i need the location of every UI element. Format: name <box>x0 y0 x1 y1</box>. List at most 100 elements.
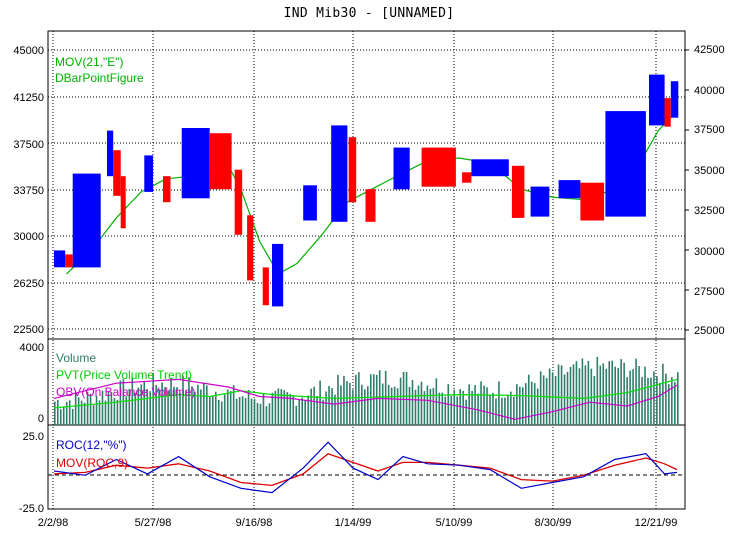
up-box <box>107 130 114 177</box>
price-left-tick: 33750 <box>13 185 44 197</box>
volume-bar <box>605 368 608 425</box>
volume-bar <box>176 387 178 425</box>
price-right-tick: 40000 <box>694 85 725 97</box>
volume-bar <box>566 371 569 425</box>
volume-bar <box>542 375 545 425</box>
volume-bar <box>197 384 199 425</box>
volume-bar <box>399 377 402 425</box>
volume-bar <box>656 376 658 425</box>
volume-bar <box>268 403 271 425</box>
volume-bar <box>650 377 652 425</box>
volume-bar <box>674 381 676 425</box>
volume-bar <box>110 392 113 425</box>
volume-bar <box>235 398 238 425</box>
up-box <box>605 111 646 217</box>
volume-bar <box>420 381 423 425</box>
volume-bar <box>101 390 104 425</box>
volume-bar <box>122 379 125 425</box>
volume-bar <box>244 397 247 425</box>
volume-bar <box>355 374 357 425</box>
down-box <box>234 169 243 235</box>
volume-bar <box>504 397 506 425</box>
volume-bar <box>405 371 408 425</box>
volume-bar <box>229 390 232 425</box>
volume-bar <box>56 399 59 425</box>
volume-bar <box>217 399 220 425</box>
volume-bar <box>414 389 417 425</box>
up-box <box>670 81 679 118</box>
volume-bar <box>119 380 122 425</box>
volume-bar <box>402 371 405 425</box>
volume-bar <box>170 377 172 425</box>
volume-bar <box>265 406 268 425</box>
volume-bar <box>462 390 464 425</box>
volume-bar <box>214 391 217 425</box>
volume-bar <box>113 397 116 425</box>
volume-bar <box>343 375 345 425</box>
volume-bar <box>358 372 360 425</box>
volume-bar <box>596 356 599 425</box>
volume-bar <box>182 375 184 425</box>
volume-bar <box>665 373 667 425</box>
volume-bar <box>77 397 80 425</box>
legend-volume: Volume <box>56 351 96 365</box>
volume-bar <box>289 393 292 425</box>
volume-bar <box>668 384 670 425</box>
volume-bar <box>524 383 527 425</box>
up-box <box>649 74 665 126</box>
volume-bar <box>131 377 134 425</box>
volume-bar <box>489 394 491 425</box>
volume-bar <box>632 369 634 425</box>
roc-tick: -25.0 <box>19 503 44 515</box>
volume-bar <box>387 384 390 425</box>
volume-bar <box>366 386 369 425</box>
volume-bar <box>256 403 259 425</box>
volume-bar <box>206 385 208 425</box>
volume-bar <box>128 388 131 425</box>
volume-bar <box>519 386 521 425</box>
volume-bar <box>238 397 241 425</box>
volume-bar <box>575 361 578 425</box>
volume-bar <box>501 397 503 425</box>
pvt-line <box>53 378 678 409</box>
volume-bar <box>59 409 62 425</box>
volume-bar <box>677 372 679 425</box>
down-box <box>163 176 171 203</box>
volume-bar <box>599 365 602 425</box>
volume-bar <box>137 387 140 425</box>
legend-pvt: PVT(Price Volume Trend) <box>56 368 192 382</box>
volume-bar <box>286 392 289 425</box>
volume-bar <box>140 384 143 425</box>
legend-dbarpointfigure: DBarPointFigure <box>55 71 144 85</box>
up-box <box>331 125 348 222</box>
price-boxes <box>54 74 679 307</box>
volume-bar <box>396 388 399 425</box>
volume-bar <box>539 371 542 425</box>
price-right-tick: 27500 <box>694 286 725 298</box>
volume-bar <box>155 384 157 425</box>
volume-bar <box>304 399 306 425</box>
volume-bar <box>468 384 470 425</box>
volume-bar <box>125 396 128 425</box>
price-left-tick: 45000 <box>13 45 44 57</box>
volume-bar <box>480 381 482 425</box>
x-tick: 5/10/99 <box>436 517 473 529</box>
volume-bar <box>551 372 554 425</box>
up-box <box>144 155 153 192</box>
volume-bar <box>107 391 110 425</box>
down-box <box>365 189 376 222</box>
volume-bar <box>203 382 205 425</box>
volume-bar <box>322 399 324 425</box>
down-box <box>65 254 73 268</box>
volume-bar <box>507 394 509 425</box>
volume-bar <box>611 360 614 425</box>
roc-tick: 25.0 <box>23 431 44 443</box>
volume-bar <box>554 376 557 425</box>
volume-bar <box>364 389 366 425</box>
volume-bar <box>429 388 432 425</box>
volume-bar <box>569 366 572 425</box>
volume-bar <box>134 392 137 425</box>
volume-bar <box>89 393 92 425</box>
volume-bar <box>188 377 190 425</box>
up-box <box>181 128 210 199</box>
